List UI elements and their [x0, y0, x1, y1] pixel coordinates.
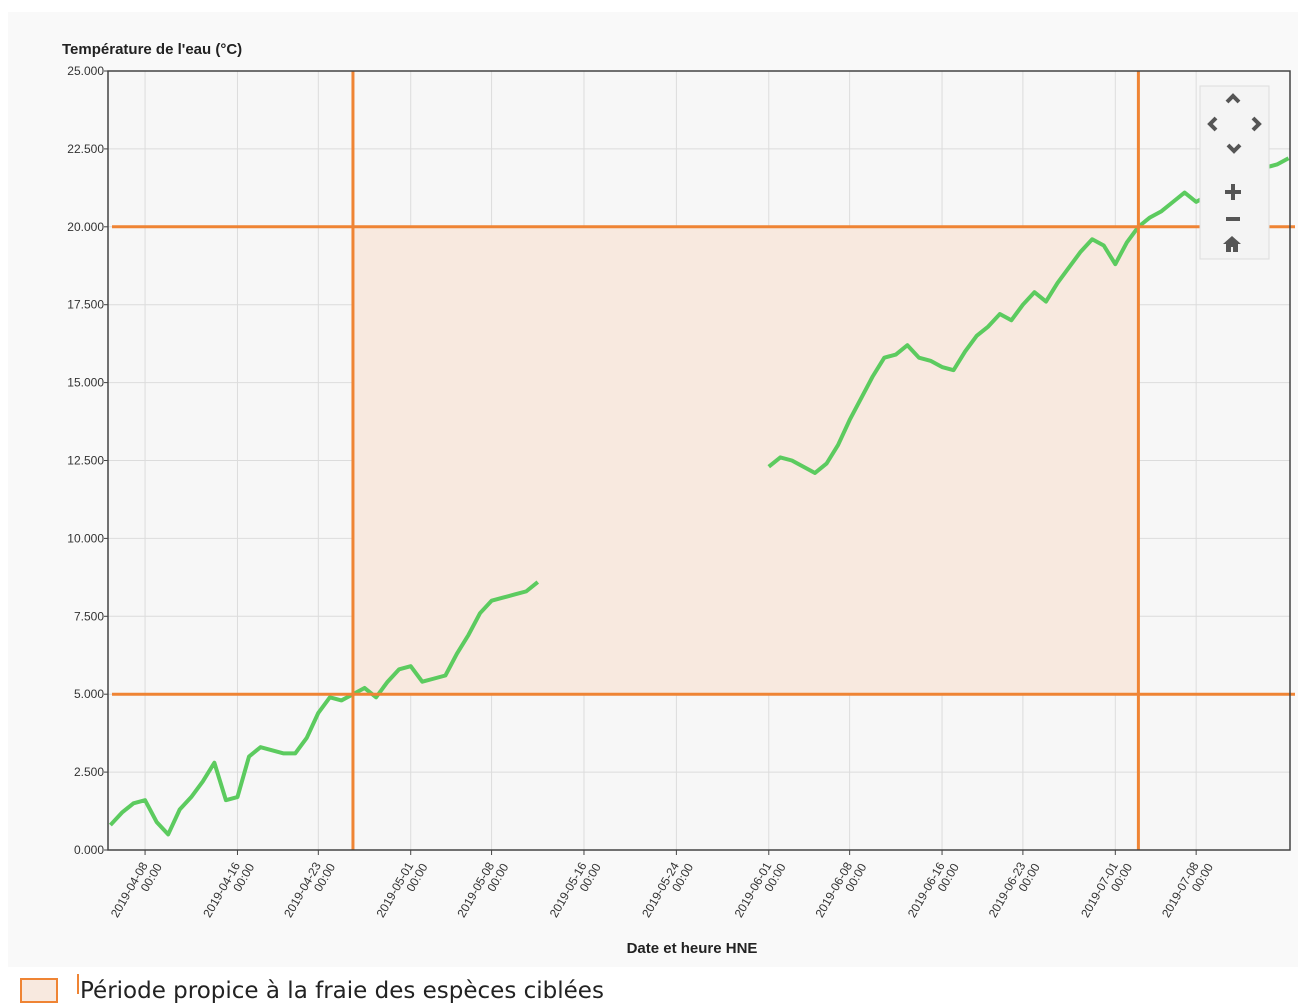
y-axis-title: Température de l'eau (°C): [62, 41, 242, 58]
legend-marker: [77, 974, 79, 994]
plot: 0.000 2.500 5.000 7.500 10.000 12.500 15.000 17…: [67, 64, 1295, 920]
reference-band: [352, 226, 1139, 695]
nav-panel: [1199, 85, 1270, 260]
pan-up[interactable]: [1225, 93, 1241, 104]
y-tick-label: 7.500: [74, 609, 104, 623]
y-tick-label: 12.500: [67, 454, 104, 468]
y-tick-label: 20.000: [67, 220, 104, 234]
zoom-in[interactable]: [1225, 184, 1241, 200]
chart: Température de l'eau (°C) Date et heure …: [62, 41, 1295, 957]
y-tick-label: 2.500: [74, 765, 104, 779]
x-axis-title: Date et heure HNE: [627, 940, 758, 957]
zoom-home[interactable]: [1223, 236, 1241, 252]
y-tick-label: 10.000: [67, 531, 104, 545]
pan-right[interactable]: [1251, 116, 1262, 132]
pan-down[interactable]: [1226, 143, 1242, 154]
y-tick-label: 15.000: [67, 376, 104, 390]
legend-swatch: [20, 978, 58, 1003]
legend-label: Période propice à la fraie des espèces c…: [80, 978, 604, 1004]
y-tick-label: 17.500: [67, 298, 104, 312]
navigation-control: [1199, 85, 1270, 260]
pan-left[interactable]: [1207, 116, 1218, 132]
legend: Période propice à la fraie des espèces c…: [0, 970, 1302, 1007]
y-tick-label: 22.500: [67, 142, 104, 156]
y-tick-label: 0.000: [74, 843, 104, 857]
y-tick-label: 5.000: [74, 687, 104, 701]
y-tick-label: 25.000: [67, 64, 104, 78]
